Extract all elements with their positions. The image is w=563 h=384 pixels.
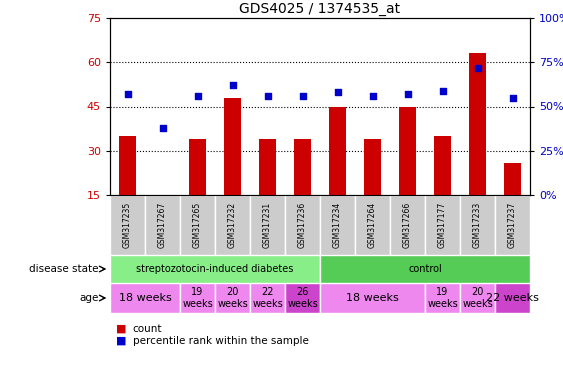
Text: 18 weeks: 18 weeks bbox=[119, 293, 171, 303]
Point bbox=[473, 65, 482, 71]
Bar bbox=[250, 283, 285, 313]
Text: 22
weeks: 22 weeks bbox=[252, 287, 283, 309]
Text: disease state: disease state bbox=[29, 264, 99, 274]
Point bbox=[228, 82, 237, 88]
Point bbox=[368, 93, 377, 99]
Text: ■: ■ bbox=[115, 324, 126, 334]
Bar bbox=[329, 106, 346, 239]
Bar bbox=[495, 283, 530, 313]
Bar bbox=[364, 139, 381, 239]
Bar bbox=[320, 283, 425, 313]
Bar bbox=[180, 283, 215, 313]
Bar bbox=[434, 136, 452, 239]
Bar bbox=[215, 283, 250, 313]
Point bbox=[438, 88, 447, 94]
Point bbox=[298, 93, 307, 99]
Bar bbox=[294, 139, 311, 239]
Bar bbox=[145, 195, 180, 255]
Bar bbox=[250, 195, 285, 255]
Text: GSM317264: GSM317264 bbox=[368, 202, 377, 248]
Point bbox=[193, 93, 202, 99]
Bar bbox=[320, 255, 530, 283]
Bar bbox=[215, 195, 250, 255]
Text: count: count bbox=[132, 324, 162, 334]
Text: 20
weeks: 20 weeks bbox=[462, 287, 493, 309]
Text: age: age bbox=[79, 293, 99, 303]
Bar bbox=[110, 255, 320, 283]
Text: GSM317236: GSM317236 bbox=[298, 202, 307, 248]
Text: 22 weeks: 22 weeks bbox=[486, 293, 539, 303]
Bar bbox=[425, 283, 460, 313]
Point bbox=[508, 94, 517, 101]
Bar bbox=[285, 195, 320, 255]
Text: GSM317235: GSM317235 bbox=[123, 202, 132, 248]
Bar bbox=[259, 139, 276, 239]
Bar bbox=[154, 195, 171, 239]
Point bbox=[158, 125, 167, 131]
Bar bbox=[504, 162, 521, 239]
Text: control: control bbox=[408, 264, 442, 274]
Bar bbox=[460, 195, 495, 255]
Text: GSM317234: GSM317234 bbox=[333, 202, 342, 248]
Bar bbox=[110, 195, 145, 255]
Text: 19
weeks: 19 weeks bbox=[182, 287, 213, 309]
Text: GSM317233: GSM317233 bbox=[473, 202, 482, 248]
Bar bbox=[119, 136, 136, 239]
Bar bbox=[110, 283, 180, 313]
Text: 20
weeks: 20 weeks bbox=[217, 287, 248, 309]
Text: GSM317267: GSM317267 bbox=[158, 202, 167, 248]
Text: GSM317237: GSM317237 bbox=[508, 202, 517, 248]
Bar bbox=[469, 53, 486, 239]
Text: GSM317231: GSM317231 bbox=[263, 202, 272, 248]
Point bbox=[403, 91, 412, 97]
Bar bbox=[320, 195, 355, 255]
Text: 18 weeks: 18 weeks bbox=[346, 293, 399, 303]
Text: 19
weeks: 19 weeks bbox=[427, 287, 458, 309]
Point bbox=[333, 89, 342, 95]
Text: GSM317177: GSM317177 bbox=[438, 202, 447, 248]
Text: ■: ■ bbox=[115, 336, 126, 346]
Bar bbox=[425, 195, 460, 255]
Bar bbox=[495, 195, 530, 255]
Point bbox=[123, 91, 132, 97]
Text: 26
weeks: 26 weeks bbox=[287, 287, 318, 309]
Bar bbox=[399, 106, 416, 239]
Text: GSM317266: GSM317266 bbox=[403, 202, 412, 248]
Point bbox=[263, 93, 272, 99]
Bar bbox=[460, 283, 495, 313]
Bar bbox=[189, 139, 206, 239]
Text: streptozotocin-induced diabetes: streptozotocin-induced diabetes bbox=[136, 264, 294, 274]
Text: GSM317232: GSM317232 bbox=[228, 202, 237, 248]
Text: percentile rank within the sample: percentile rank within the sample bbox=[132, 336, 309, 346]
Bar bbox=[285, 283, 320, 313]
Bar bbox=[180, 195, 215, 255]
Bar bbox=[390, 195, 425, 255]
Text: GSM317265: GSM317265 bbox=[193, 202, 202, 248]
Bar bbox=[224, 98, 242, 239]
Bar bbox=[355, 195, 390, 255]
Title: GDS4025 / 1374535_at: GDS4025 / 1374535_at bbox=[239, 2, 400, 16]
